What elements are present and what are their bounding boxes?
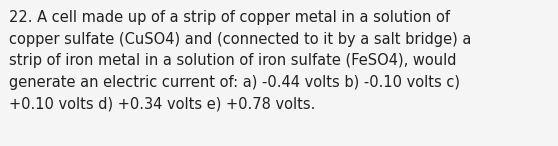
Text: 22. A cell made up of a strip of copper metal in a solution of
copper sulfate (C: 22. A cell made up of a strip of copper … [9, 10, 472, 112]
